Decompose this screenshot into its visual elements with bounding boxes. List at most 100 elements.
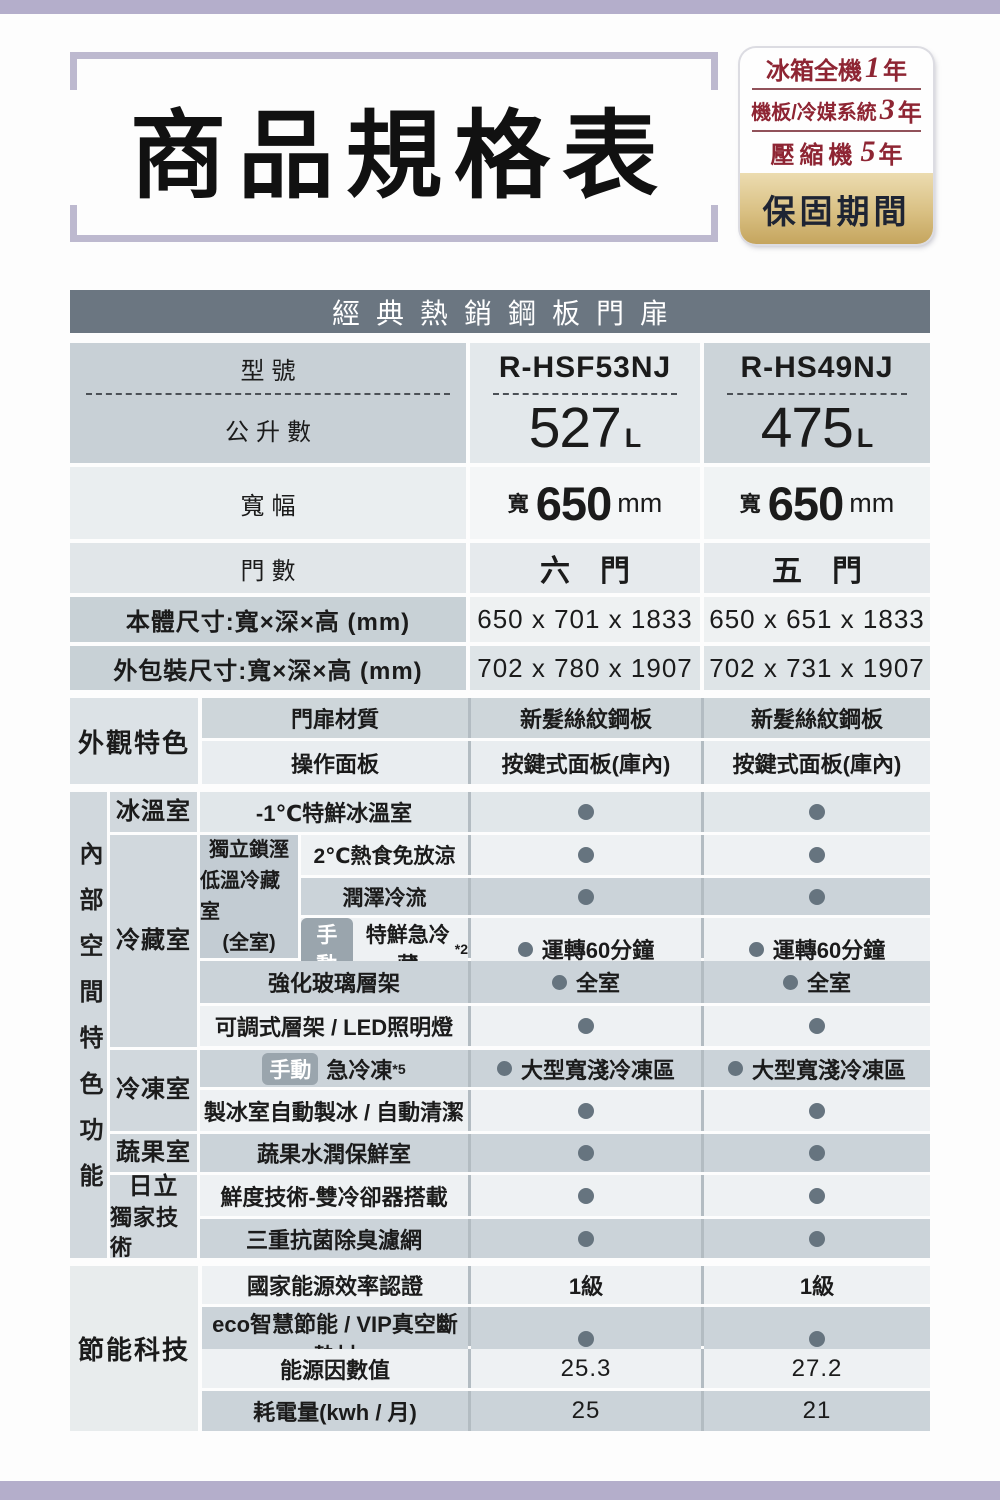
room-label-freezer: 冷凍室: [110, 1050, 197, 1131]
width-prefix: 寬: [739, 493, 761, 516]
veg-fresh-label: 蔬果水潤保鮮室: [256, 1142, 411, 1167]
doors-value: 五 門: [772, 555, 862, 588]
warranty-line-3: 壓縮機 5 年: [740, 132, 933, 172]
warranty-footer: 保固期間: [740, 173, 933, 244]
package-size-value: 702 x 731 x 1907: [709, 652, 925, 683]
dot-icon: [782, 974, 798, 990]
moist-cool-label: 潤澤冷流: [342, 886, 427, 910]
dot-icon: [809, 1145, 825, 1161]
quick-cool-value: 運轉60分鐘: [541, 938, 655, 963]
dot-icon: [578, 888, 594, 905]
width-value-col1: 寬 650 mm: [470, 467, 700, 539]
interior-side-label-strip: 內部空間特色功能: [70, 792, 107, 1258]
warranty-line-2: 機板/冷媒系統 3 年: [740, 90, 933, 130]
ice-room-feature-row: -1℃特鮮冰溫室: [200, 792, 930, 832]
page-title: 商品規格表: [130, 103, 670, 210]
nested-label-line: (全室): [222, 931, 276, 954]
body-size-value: 650 x 701 x 1833: [477, 604, 693, 634]
body-size-row: 本體尺寸:寬×深×高 (mm) 650 x 701 x 1833 650 x 6…: [70, 597, 930, 642]
quick-cool-value: 運轉60分鐘: [772, 938, 886, 963]
body-size-value: 650 x 651 x 1833: [709, 604, 925, 634]
availability-cell: [704, 1219, 930, 1258]
dashed-divider: [493, 393, 677, 395]
quick-freeze-label: 急冷凍: [326, 1057, 393, 1083]
energy-section: 節能科技 國家能源效率認證 1級 1級 eco智慧節能 / VIP真空斷熱材 能…: [70, 1266, 930, 1431]
package-size-label: 外包裝尺寸:寬×深×高 (mm): [113, 657, 423, 685]
energy-cert-row: 國家能源效率認證 1級 1級: [202, 1266, 930, 1304]
model-capacity-col2: R-HS49NJ 475 L: [704, 343, 930, 463]
ice-maker-label: 製冰室自動製冰 / 自動清潔: [203, 1099, 465, 1125]
capacity-value: 475: [760, 396, 854, 460]
energy-factor-value: 25.3: [560, 1354, 612, 1382]
ice-room-feature-label: -1℃特鮮冰溫室: [255, 801, 413, 826]
power-consumption-value: 25: [571, 1397, 601, 1424]
doors-value: 六 門: [540, 555, 630, 588]
interior-section: 內部空間特色功能 冰溫室 -1℃特鮮冰溫室 冷藏室: [70, 792, 930, 1260]
adjustable-shelf-label: 可調式層架 / LED照明燈: [214, 1015, 454, 1040]
width-number: 650: [767, 476, 844, 530]
dot-icon: [809, 1018, 825, 1034]
dot-icon: [578, 1145, 594, 1161]
hot-food-label: 2℃熱食免放涼: [313, 845, 456, 868]
dot-icon: [809, 888, 825, 905]
dot-icon: [727, 1061, 743, 1076]
veg-fresh-row: 蔬果水潤保鮮室: [200, 1134, 930, 1172]
dot-icon: [809, 1187, 825, 1204]
energy-section-label: 節能科技: [70, 1266, 198, 1431]
availability-cell: [704, 1090, 930, 1131]
model-capacity-labels: 型號 公升數: [70, 343, 466, 463]
availability-cell: [471, 1175, 701, 1216]
bottom-accent-bar: [0, 1481, 1000, 1500]
width-unit: mm: [617, 487, 663, 518]
availability-cell: 大型寬淺冷凍區: [704, 1050, 930, 1087]
moist-cool-row: 潤澤冷流: [301, 878, 930, 915]
warranty-line-3-years: 5: [860, 135, 876, 168]
warranty-line-3-text: 壓縮機: [770, 141, 858, 169]
warranty-badge: 冰箱全機 1 年 機板/冷媒系統 3 年 壓縮機 5 年 保固期間: [740, 48, 933, 244]
availability-cell: 全室: [704, 961, 930, 1003]
width-value-col2: 寬 650 mm: [704, 467, 930, 539]
dot-icon: [517, 941, 533, 957]
nested-label-line: 獨立鎖溼: [209, 838, 289, 861]
control-panel-row: 操作面板 按鍵式面板(庫內) 按鍵式面板(庫內): [202, 741, 930, 784]
quick-freeze-row: 手動 急冷凍 *5 大型寬淺冷凍區 大型寬淺冷凍區: [200, 1050, 930, 1087]
capacity-value: 527: [528, 396, 622, 460]
dot-icon: [809, 1331, 825, 1347]
glass-shelf-value: 全室: [806, 971, 851, 996]
warranty-line-1-text: 冰箱全機: [766, 57, 862, 85]
adjustable-shelf-row: 可調式層架 / LED照明燈: [200, 1006, 930, 1046]
availability-cell: 大型寬淺冷凍區: [471, 1050, 701, 1087]
dot-icon: [496, 1061, 512, 1076]
energy-cert-label: 國家能源效率認證: [246, 1274, 423, 1299]
dot-icon: [578, 1018, 594, 1034]
width-number: 650: [535, 476, 612, 530]
power-consumption-label: 耗電量(kwh / 月): [253, 1400, 417, 1425]
room-label-ice: 冰溫室: [110, 792, 197, 832]
dot-icon: [809, 1102, 825, 1119]
room-label-hitachi: 日立 獨家技術: [110, 1173, 197, 1260]
control-panel-value: 按鍵式面板(庫內): [732, 751, 902, 777]
model-row-label: 型號: [240, 357, 303, 385]
dot-icon: [578, 804, 594, 820]
energy-cert-value: 1級: [799, 1274, 835, 1299]
fridge-nested-block: 獨立鎖溼 低溫冷藏室 (全室) 2℃熱食免放涼: [200, 835, 930, 980]
quick-cool-row: 手動 特鮮急冷藏*2 運轉60分鐘 運轉60分鐘: [301, 918, 930, 980]
availability-cell: [471, 792, 701, 832]
dot-icon: [578, 1187, 594, 1204]
power-consumption-row: 耗電量(kwh / 月) 25 21: [202, 1391, 930, 1431]
warranty-line-1-unit: 年: [883, 57, 907, 85]
interior-side-label: 內部空間特色功能: [75, 841, 102, 1209]
width-row-label: 寬幅: [240, 492, 303, 520]
fresh-tech-row: 鮮度技術-雙冷卻器搭載: [200, 1175, 930, 1216]
hitachi-label-line2: 獨家技術: [110, 1205, 180, 1260]
dot-icon: [578, 1230, 594, 1247]
fresh-tech-label: 鮮度技術-雙冷卻器搭載: [220, 1184, 448, 1210]
dot-icon: [578, 847, 594, 863]
nested-label-cell: 獨立鎖溼 低溫冷藏室 (全室): [200, 835, 298, 958]
availability-cell: [704, 835, 930, 875]
warranty-divider: [752, 130, 921, 132]
dashed-divider: [85, 393, 451, 395]
energy-factor-value: 27.2: [791, 1354, 843, 1382]
availability-cell: [471, 878, 701, 915]
energy-factor-label: 能源因數值: [279, 1357, 390, 1383]
